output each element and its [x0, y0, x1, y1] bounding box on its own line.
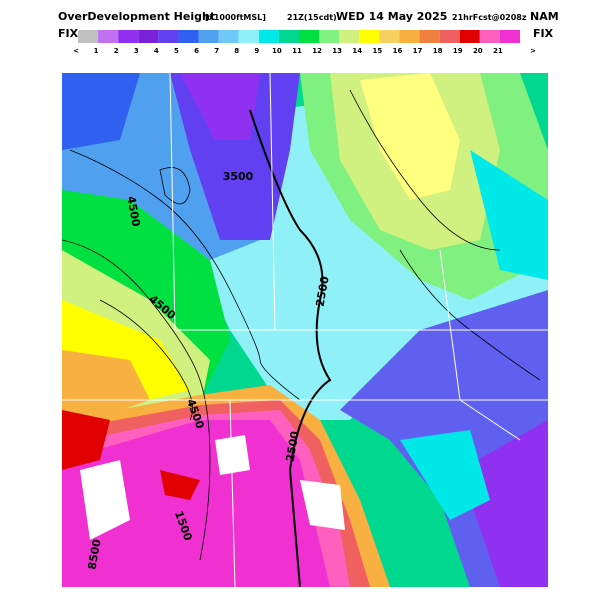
colorbar-label: 19 [453, 47, 463, 55]
colorbar-label: 20 [473, 47, 483, 55]
colorbar-swatch [379, 30, 400, 43]
colorbar-label: 2 [114, 47, 119, 55]
colorbar-label: 9 [254, 47, 259, 55]
colorbar-swatch [278, 30, 299, 43]
colorbar-swatch [439, 30, 460, 43]
contour-label: 4500 [124, 195, 142, 228]
forecast: 21hrFcst@0208z [452, 13, 527, 22]
colorbar-label: 3 [134, 47, 139, 55]
colorbar-swatch [178, 30, 199, 43]
colorbar-swatch [158, 30, 179, 43]
title: OverDevelopment Height [58, 10, 215, 23]
colorbar-label: 18 [433, 47, 443, 55]
colorbar-label: 14 [352, 47, 362, 55]
colorbar: <1 2 3 4 5 6 7 8 9 10 11 12 13 14 15 16 17 18 19 20 21 > [73, 30, 536, 55]
colorbar-label: 5 [174, 47, 179, 55]
colorbar-swatch [339, 30, 360, 43]
colorbar-label: 4 [154, 47, 159, 55]
colorbar-label: < [73, 47, 79, 55]
colorbar-swatch [359, 30, 380, 43]
contour-label: 8500 [85, 538, 103, 571]
colorbar-swatch [399, 30, 420, 43]
colorbar-swatch [78, 30, 99, 43]
fix-left: FIX [58, 27, 79, 40]
colorbar-label: 15 [372, 47, 382, 55]
colorbar-swatch [419, 30, 440, 43]
colorbar-swatch [299, 30, 320, 43]
contour-label: 2500 [283, 430, 301, 463]
contour-label: 2500 [313, 275, 331, 308]
colorbar-label: 16 [393, 47, 403, 55]
colorbar-swatch [98, 30, 119, 43]
contour-label: 3500 [223, 170, 254, 183]
colorbar-label: 8 [234, 47, 239, 55]
colorbar-label: 11 [292, 47, 302, 55]
colorbar-swatch [118, 30, 139, 43]
colorbar-label: > [530, 47, 536, 55]
units: [x1000ftMSL] [205, 13, 266, 22]
colorbar-label: 10 [272, 47, 282, 55]
colorbar-swatch [138, 30, 159, 43]
fix-right: FIX [533, 27, 554, 40]
colorbar-swatch [459, 30, 480, 43]
colorbar-label: 7 [214, 47, 219, 55]
colorbar-label: 13 [332, 47, 342, 55]
colorbar-label: 6 [194, 47, 199, 55]
colorbar-swatch [479, 30, 500, 43]
colorbar-label: 17 [413, 47, 423, 55]
colorbar-swatch [198, 30, 219, 43]
colorbar-swatch [258, 30, 279, 43]
valid-time: 21Z(15cdt) [287, 13, 337, 22]
colorbar-label: 1 [94, 47, 99, 55]
model: NAM [530, 10, 559, 23]
colorbar-label: 21 [493, 47, 503, 55]
colorbar-label: 12 [312, 47, 322, 55]
colorbar-swatch [238, 30, 259, 43]
date: WED 14 May 2025 [336, 10, 447, 23]
colorbar-swatch [319, 30, 340, 43]
map-field [62, 73, 548, 587]
colorbar-swatch [218, 30, 239, 43]
colorbar-swatch [499, 30, 520, 43]
